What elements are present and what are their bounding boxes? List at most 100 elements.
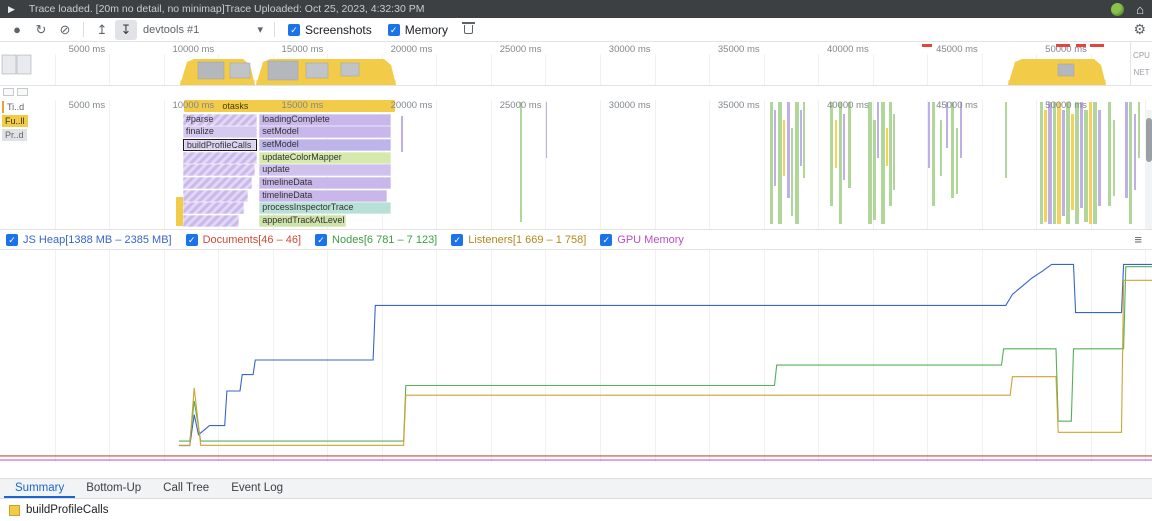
flame-activity-bar[interactable] [1093, 102, 1097, 224]
flame-frame[interactable] [182, 189, 249, 202]
flame-activity-bar[interactable] [1062, 110, 1065, 216]
flame-activity-bar[interactable] [835, 120, 837, 168]
flame-frame[interactable]: setModel [259, 126, 391, 139]
flame-activity-bar[interactable] [843, 114, 845, 180]
vertical-scrollbar[interactable] [1145, 110, 1152, 229]
tab-event-log[interactable]: Event Log [231, 481, 283, 494]
play-icon[interactable]: ▶ [8, 3, 15, 14]
memory-legend-item[interactable]: ✓ Listeners[1 669 – 1 758] [451, 233, 586, 246]
checkbox-checked-icon[interactable]: ✓ [288, 23, 300, 36]
overview-cpu-strip[interactable] [0, 54, 1130, 85]
flame-activity-bar[interactable] [893, 114, 895, 190]
flame-activity-bar[interactable] [1134, 114, 1136, 190]
flame-frame[interactable] [182, 164, 256, 177]
reload-and-record-button[interactable]: ↻ [35, 21, 47, 37]
flame-activity-bar[interactable] [783, 120, 785, 176]
track-config-button[interactable] [17, 88, 28, 96]
flame-activity-bar[interactable] [791, 128, 793, 216]
flame-activity-bar[interactable] [803, 102, 805, 178]
flame-activity-bar[interactable] [800, 110, 802, 166]
flame-frame[interactable]: buildProfileCalls [182, 138, 257, 151]
tab-summary[interactable]: Summary [4, 479, 76, 498]
record-button[interactable]: ● [13, 22, 21, 37]
flame-activity-bar[interactable] [778, 102, 782, 224]
flame-activity-bar[interactable] [940, 120, 942, 176]
flame-activity-bar[interactable] [877, 102, 879, 158]
flame-frame[interactable]: finalize [182, 126, 258, 139]
checkbox-checked-icon[interactable]: ✓ [6, 233, 18, 246]
flame-activity-bar[interactable] [839, 102, 842, 224]
flame-activity-bar[interactable] [1075, 102, 1079, 224]
flame-chart[interactable]: 5000 ms 10000 ms 15000 ms 20000 ms 25000 ms 3… [0, 86, 1152, 230]
track-config-button[interactable] [3, 88, 14, 96]
flame-track-label[interactable]: Pr..d [2, 129, 27, 141]
flame-activity-bar[interactable] [1005, 102, 1007, 178]
scrollbar-thumb[interactable] [1145, 118, 1152, 162]
flame-activity-bar[interactable] [401, 116, 403, 152]
checkbox-checked-icon[interactable]: ✓ [600, 233, 613, 246]
flame-activity-bar[interactable] [886, 128, 888, 166]
flame-activity-bar[interactable] [1071, 114, 1074, 210]
flame-activity-bar[interactable] [881, 102, 885, 224]
memory-legend-item[interactable]: ✓ Documents[46 – 46] [185, 233, 301, 246]
flame-frame[interactable]: updateColorMapper [259, 151, 391, 164]
flame-track-label[interactable]: Ti..d [2, 101, 28, 113]
flame-frame[interactable] [182, 177, 253, 189]
flame-activity-bar[interactable] [1129, 102, 1132, 224]
flame-activity-bar[interactable] [1089, 102, 1092, 224]
flame-activity-bar[interactable] [848, 102, 851, 188]
flame-activity-bar[interactable] [946, 102, 948, 148]
timeline-overview[interactable]: 5000 ms 10000 ms 15000 ms 20000 ms 25000 ms 3… [0, 42, 1152, 86]
memory-legend-item[interactable]: ✓ JS Heap[1388 MB – 2385 MB] [6, 233, 172, 246]
checkbox-checked-icon[interactable]: ✓ [315, 233, 328, 246]
flame-frame[interactable] [182, 202, 244, 215]
gear-icon[interactable]: ⚙ [1133, 21, 1146, 37]
flame-activity-bar[interactable] [928, 102, 930, 168]
flame-activity-bar[interactable] [546, 102, 547, 158]
flame-frame[interactable]: timelineData [259, 177, 391, 189]
flame-frame[interactable] [182, 215, 239, 228]
flame-frame[interactable] [176, 197, 183, 226]
flame-track-label[interactable]: Fu..ll [2, 115, 28, 127]
memory-legend-item[interactable]: ✓ Nodes[6 781 – 7 123] [315, 233, 437, 246]
flame-frame[interactable]: #parse [182, 113, 258, 126]
flame-activity-bar[interactable] [1138, 102, 1140, 158]
flame-activity-bar[interactable] [520, 102, 522, 222]
history-selector[interactable]: devtools #1 ▾ [139, 23, 267, 37]
flame-activity-bar[interactable] [1098, 110, 1101, 206]
flame-activity-bar[interactable] [868, 102, 872, 224]
flame-frame[interactable]: update [259, 164, 391, 177]
memory-chart[interactable] [0, 250, 1152, 478]
flame-activity-bar[interactable] [1108, 102, 1111, 206]
flame-activity-bar[interactable] [787, 102, 790, 198]
home-icon[interactable]: ⌂ [1136, 1, 1144, 17]
memory-checkbox[interactable]: ✓ Memory [387, 23, 448, 37]
flame-activity-bar[interactable] [830, 102, 833, 206]
screenshots-checkbox[interactable]: ✓ Screenshots [288, 23, 372, 37]
save-profile-icon[interactable]: ↧ [115, 19, 137, 40]
flame-activity-bar[interactable] [1044, 110, 1047, 222]
flame-frame[interactable]: processInspectorTrace [259, 202, 391, 215]
flame-activity-bar[interactable] [1057, 102, 1061, 224]
flame-activity-bar[interactable] [960, 102, 962, 158]
tab-call-tree[interactable]: Call Tree [163, 481, 210, 494]
clear-button[interactable]: ⊘ [59, 21, 71, 37]
flame-task-bar[interactable]: otasks [184, 100, 395, 112]
checkbox-checked-icon[interactable]: ✓ [451, 233, 464, 246]
legend-menu-icon[interactable]: ≡ [1134, 232, 1142, 247]
flame-activity-bar[interactable] [951, 102, 954, 198]
flame-activity-bar[interactable] [873, 120, 876, 220]
flame-activity-bar[interactable] [889, 102, 892, 206]
flame-frame[interactable]: loadingComplete [259, 113, 391, 126]
flame-activity-bar[interactable] [1080, 102, 1083, 208]
memory-legend-item[interactable]: ✓ GPU Memory [600, 233, 684, 246]
flame-activity-bar[interactable] [932, 102, 935, 206]
flame-activity-bar[interactable] [774, 110, 776, 186]
flame-activity-bar[interactable] [1053, 102, 1056, 224]
checkbox-checked-icon[interactable]: ✓ [185, 233, 198, 246]
flame-activity-bar[interactable] [1048, 102, 1052, 224]
collect-garbage-icon[interactable] [462, 22, 476, 34]
avatar[interactable] [1111, 2, 1125, 16]
flame-activity-bar[interactable] [1113, 120, 1115, 196]
load-profile-icon[interactable]: ↥ [96, 21, 108, 37]
